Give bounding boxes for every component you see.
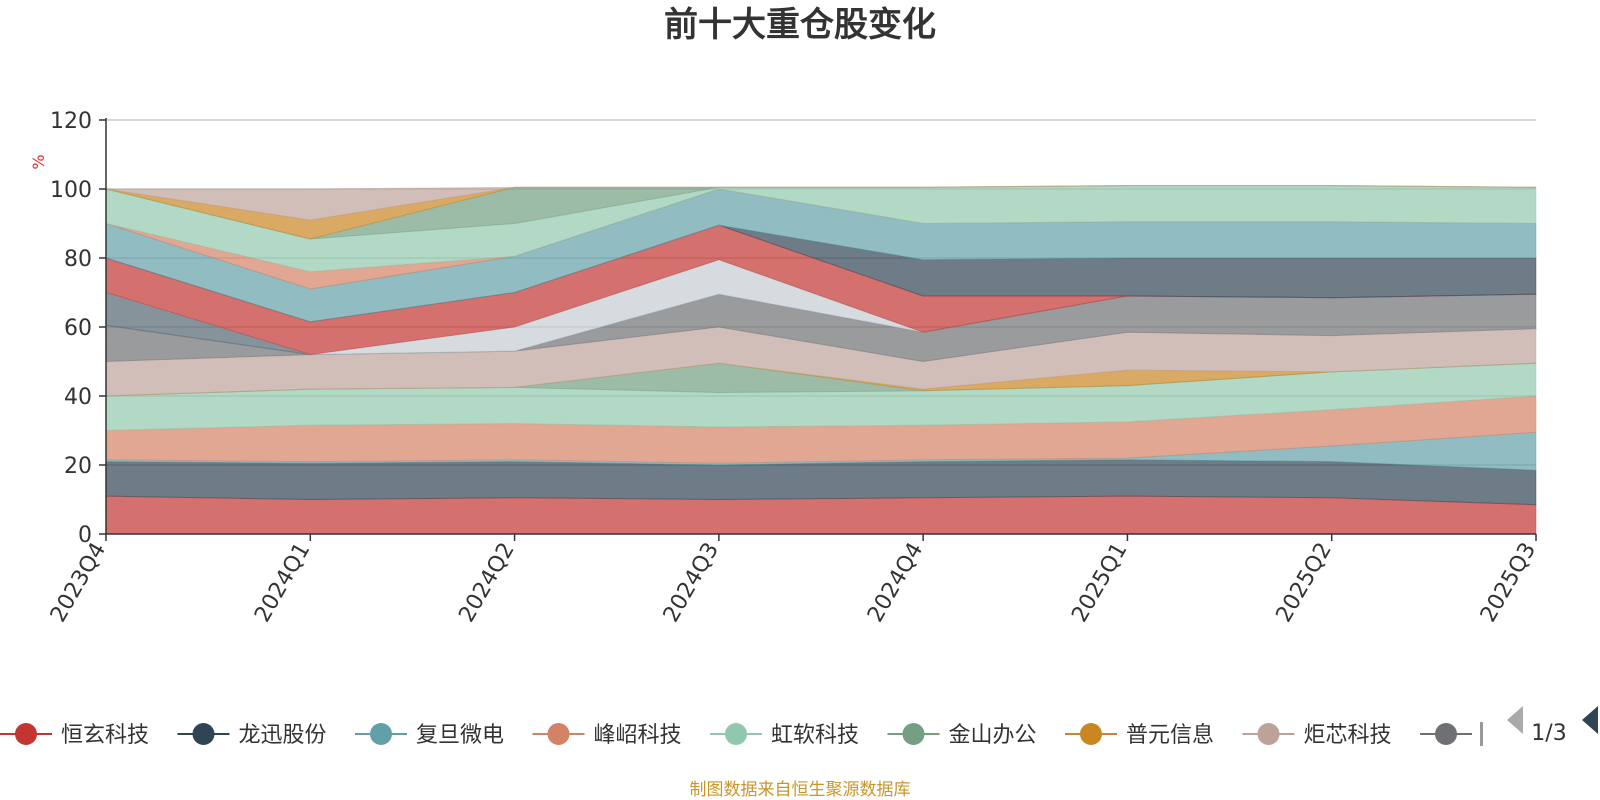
legend-item-5[interactable]: 虹软科技 (710, 723, 859, 748)
legend-marker-icon (192, 723, 215, 745)
legend-next-arrow-icon[interactable] (1582, 706, 1598, 734)
legend-label: 峰岹科技 (594, 723, 682, 748)
legend-item-7[interactable]: 普元信息 (1065, 723, 1214, 748)
x-tick-label-2023Q4: 2023Q4 (46, 539, 111, 627)
area-series-2 (105, 459, 1537, 506)
area-series (105, 185, 1537, 535)
x-tick-label-2025Q2: 2025Q2 (1272, 539, 1337, 627)
legend-marker-icon (725, 723, 747, 745)
source-note: 制图数据来自恒生聚源数据库 (690, 780, 911, 800)
legend-prev-arrow-icon[interactable] (1507, 706, 1523, 734)
x-tick-label-2025Q1: 2025Q1 (1067, 539, 1132, 627)
y-tick-label-0: 0 (78, 523, 92, 548)
y-tick-label-40: 40 (64, 385, 92, 410)
x-tick-label-2024Q3: 2024Q3 (659, 539, 724, 627)
legend-item-8[interactable]: 炬芯科技 (1242, 723, 1392, 748)
legend-item-4[interactable]: 峰岹科技 (532, 723, 682, 748)
y-tick-label-100: 100 (50, 178, 92, 203)
legend-marker-icon (547, 723, 570, 745)
legend: 恒玄科技 龙迅股份 复旦微电 峰岹科技 虹软科技 金山办公 普元信息 炬芯科技 (0, 722, 1483, 748)
y-tick-labels: 0 20 40 60 80 100 120 (50, 109, 92, 548)
y-axis-unit: % (29, 154, 48, 169)
legend-label: 普元信息 (1126, 723, 1214, 748)
y-tick-label-80: 80 (64, 247, 92, 272)
legend-label: 龙迅股份 (239, 723, 327, 748)
legend-item-partial[interactable] (1420, 722, 1483, 746)
y-tick-label-20: 20 (64, 454, 92, 479)
x-tick-label-2025Q3: 2025Q3 (1476, 539, 1541, 627)
legend-label: 复旦微电 (416, 723, 504, 748)
legend-marker-icon (15, 723, 37, 745)
area-series-3 (105, 431, 1537, 471)
legend-label: 虹软科技 (771, 723, 859, 748)
legend-marker-icon (1435, 723, 1457, 745)
x-tick-labels: 2023Q4 2024Q1 2024Q2 2024Q3 2024Q4 2025Q1 2025… (46, 539, 1541, 627)
legend-marker-icon (1257, 723, 1280, 745)
y-tick-label-120: 120 (50, 109, 92, 134)
y-tick-label-60: 60 (64, 316, 92, 341)
legend-clipped-text (1480, 722, 1483, 746)
legend-item-3[interactable]: 复旦微电 (355, 723, 504, 748)
legend-label: 金山办公 (949, 723, 1037, 748)
x-tick-label-2024Q1: 2024Q1 (250, 539, 315, 627)
chart-title: 前十大重仓股变化 (664, 5, 936, 45)
area-series-19 (105, 185, 1537, 221)
legend-page-indicator: 1/3 (1531, 721, 1566, 746)
legend-label: 恒玄科技 (61, 723, 149, 748)
legend-marker-icon (902, 723, 925, 745)
legend-pager: 1/3 (1507, 706, 1598, 746)
legend-item-6[interactable]: 金山办公 (887, 723, 1037, 748)
area-series-1 (105, 495, 1537, 535)
x-tick-label-2024Q2: 2024Q2 (454, 539, 519, 627)
legend-item-2[interactable]: 龙迅股份 (177, 723, 327, 748)
x-tick-label-2024Q4: 2024Q4 (863, 539, 928, 627)
legend-item-1[interactable]: 恒玄科技 (0, 723, 149, 748)
legend-marker-icon (370, 723, 392, 745)
area-series-13 (105, 224, 1537, 323)
area-series-4 (105, 395, 1537, 464)
legend-marker-icon (1080, 723, 1102, 745)
legend-label: 炬芯科技 (1304, 723, 1392, 748)
axes (99, 118, 1537, 541)
